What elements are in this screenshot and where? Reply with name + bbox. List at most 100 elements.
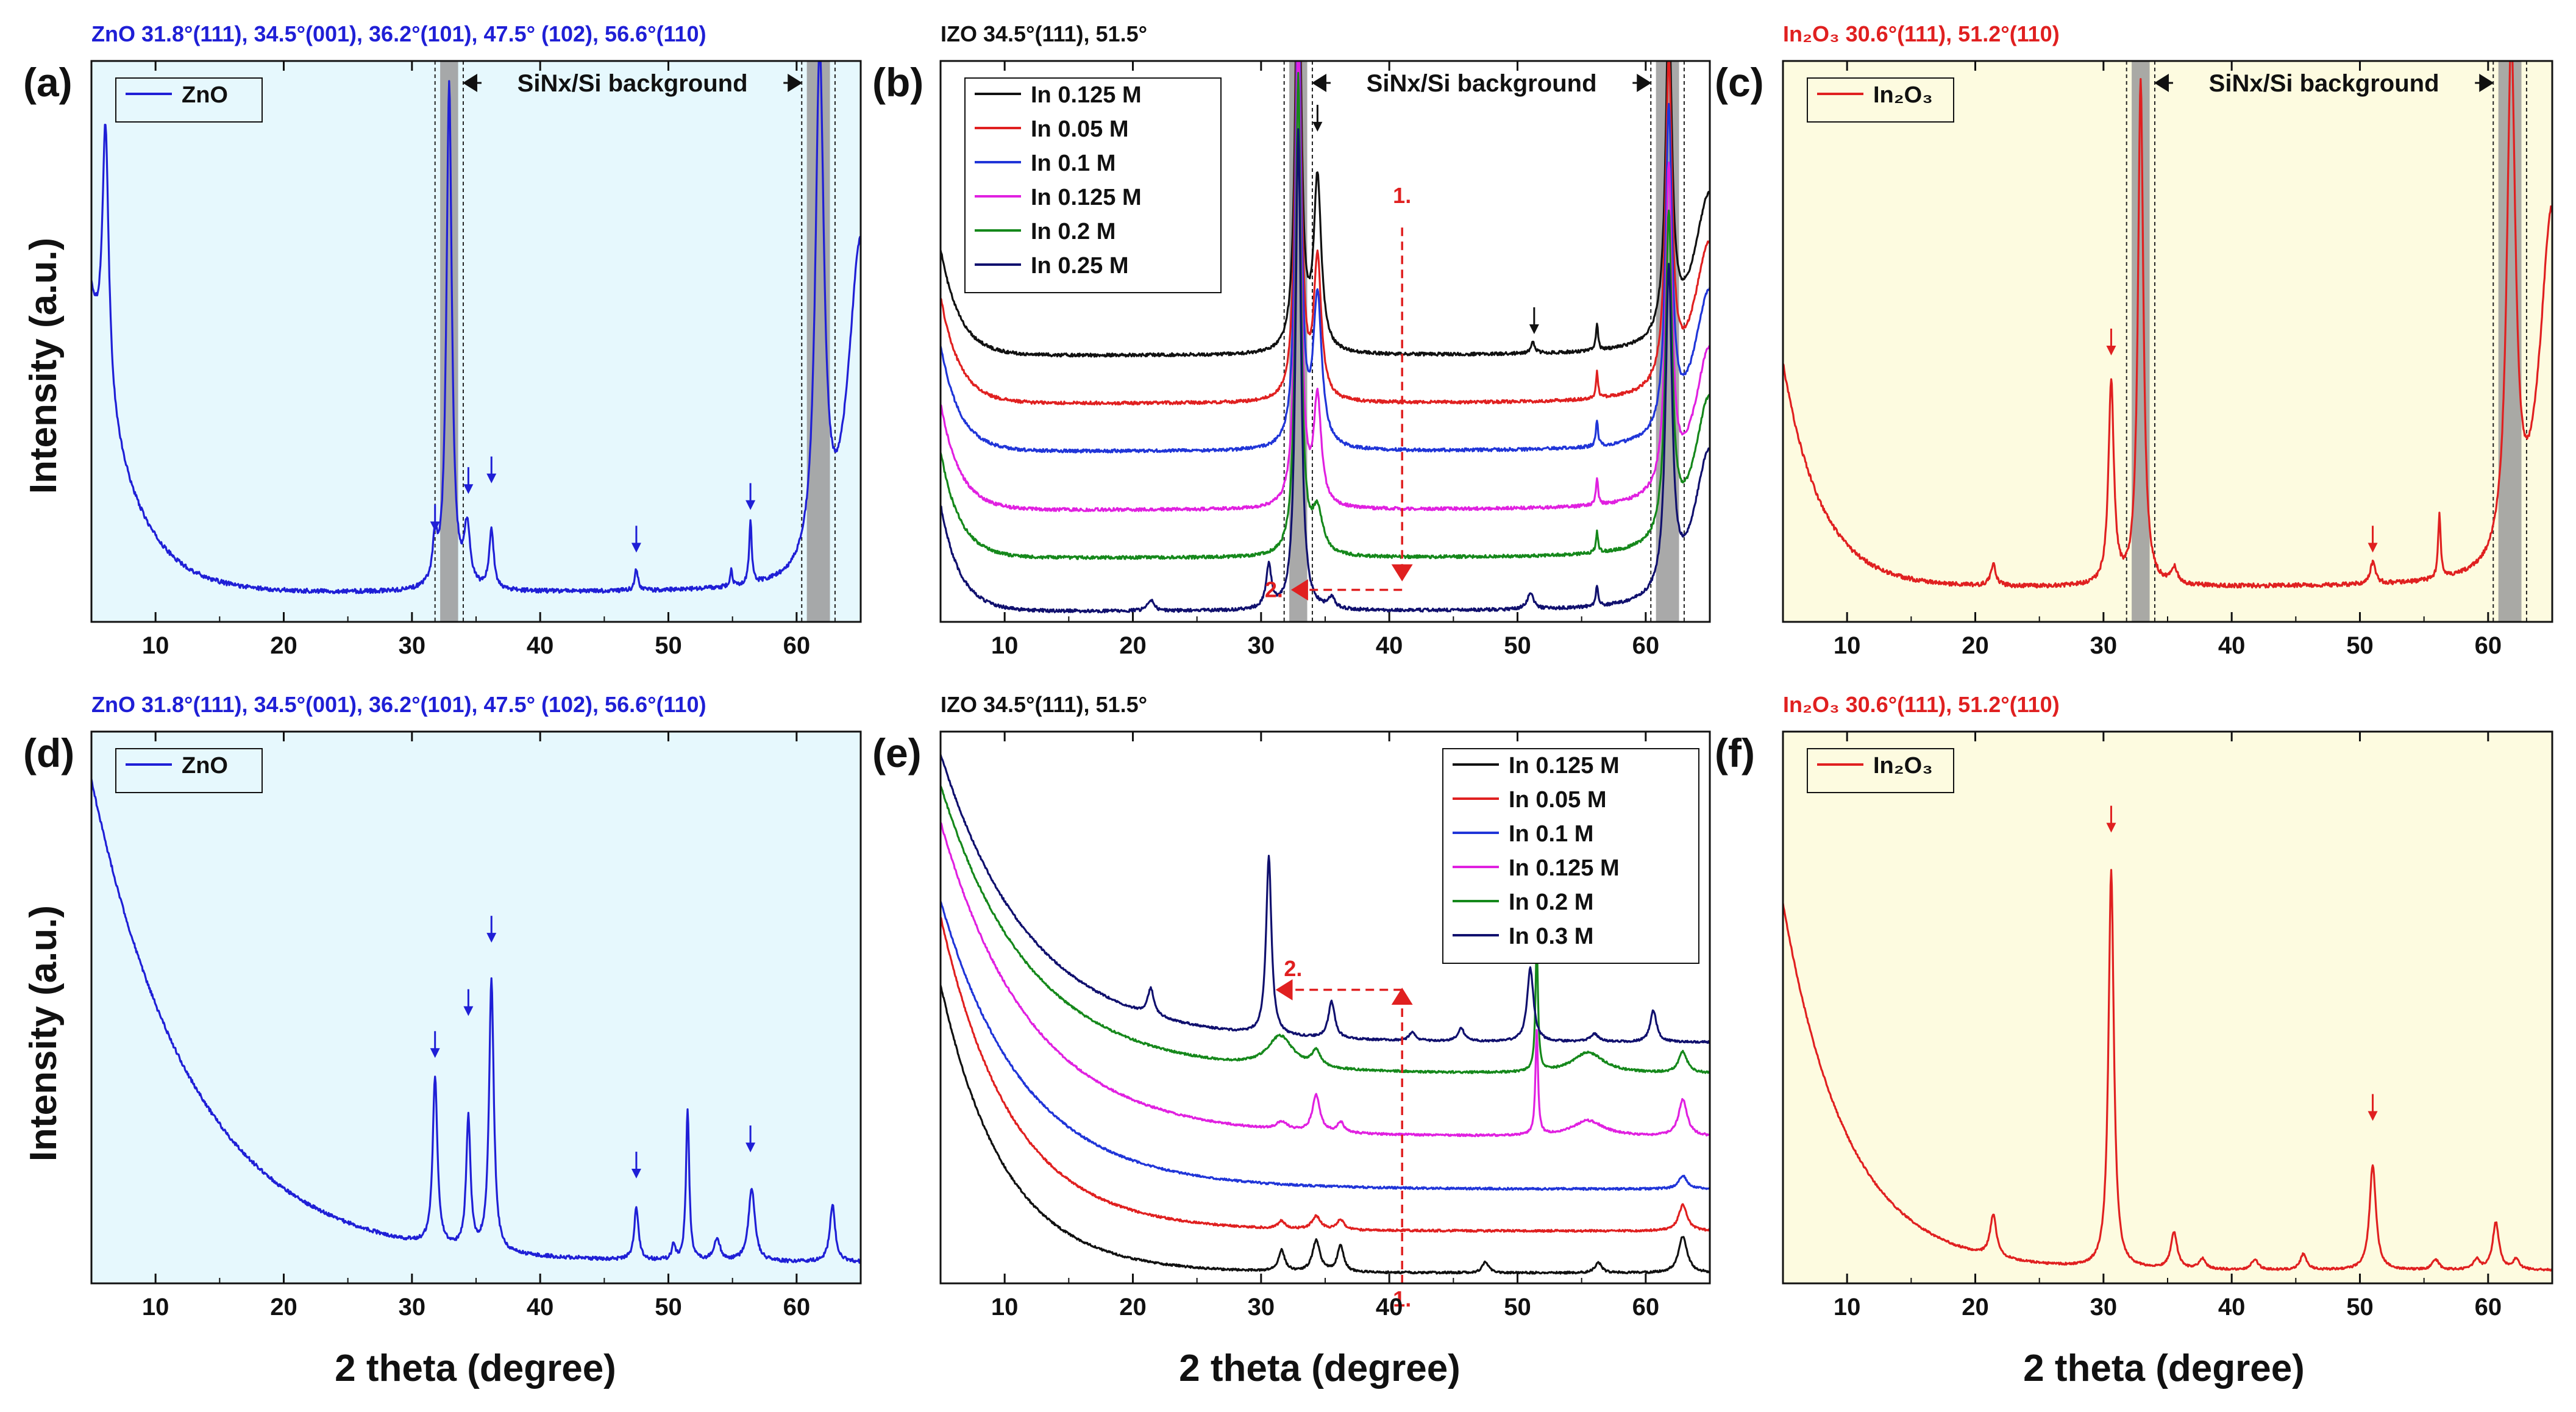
x-tick-label: 60 — [783, 632, 811, 659]
panel-header: ZnO 31.8°(111), 34.5°(001), 36.2°(101), … — [91, 21, 706, 46]
legend: ZnO — [115, 748, 263, 793]
series-line-in-0.125-m — [941, 61, 1710, 358]
panel-c: SiNx/Si background 10 20 30 40 50 60 (c) In₂O₃ 3… — [1715, 21, 2553, 659]
series-line-in-0.2-m — [941, 71, 1710, 560]
x-tick-label: 20 — [1119, 1294, 1147, 1321]
x-tick-label: 50 — [655, 632, 682, 659]
series-line-zno — [91, 61, 861, 594]
annotation-label-1: 1. — [1393, 183, 1411, 208]
panel-header: ZnO 31.8°(111), 34.5°(001), 36.2°(101), … — [91, 692, 706, 717]
x-tick-label: 10 — [991, 1294, 1019, 1321]
x-tick-label: 40 — [1376, 632, 1403, 659]
legend-label: ZnO — [182, 82, 228, 108]
peak-marker — [2106, 805, 2116, 833]
plot-background — [91, 61, 861, 622]
peak-marker — [1529, 307, 1539, 335]
x-tick-label: 30 — [2090, 1294, 2118, 1321]
x-tick-label: 40 — [527, 1294, 554, 1321]
legend-label: In 0.125 M — [1509, 753, 1620, 779]
peak-marker — [430, 504, 440, 532]
x-tick-label: 20 — [270, 1294, 297, 1321]
peak-marker — [2368, 526, 2378, 553]
x-tick-label: 20 — [270, 632, 297, 659]
x-tick-label: 50 — [1504, 1294, 1531, 1321]
x-axis-title-middle: 2 theta (degree) — [1179, 1347, 1461, 1389]
series-line-in-0.25-m — [941, 128, 1710, 614]
x-tick-label: 60 — [1632, 632, 1660, 659]
legend: In 0.125 M In 0.05 M In 0.1 M In 0.125 M In … — [964, 77, 1222, 293]
legend: In₂O₃ — [1807, 77, 1954, 123]
panel-e: 1. 2. 10 20 30 40 50 60 (e) IZO 34.5°(111), 51.5°… — [872, 692, 1711, 1321]
x-tick-label: 50 — [655, 1294, 682, 1321]
series-line-in-0.05-m — [941, 61, 1710, 406]
legend: In 0.125 M In 0.05 M In 0.1 M In 0.125 M In … — [1442, 748, 1699, 964]
x-axis-title-left: 2 theta (degree) — [335, 1347, 616, 1389]
legend-label: In 0.1 M — [1509, 821, 1593, 847]
panel-letter: (b) — [872, 60, 923, 105]
x-tick-label: 10 — [991, 632, 1019, 659]
plot-background — [1783, 61, 2552, 622]
series-line-in-0.125-m — [941, 822, 1710, 1138]
panel-f: 10 20 30 40 50 60 (f) In₂O₃ 30.6°(111), 51.2°(1… — [1715, 692, 2553, 1321]
legend-label: In 0.3 M — [1509, 924, 1593, 949]
annotation-label-1: 1. — [1393, 1286, 1411, 1311]
legend-label: In 0.05 M — [1031, 116, 1129, 142]
peak-marker — [430, 1031, 440, 1058]
series-line-in-0.3-m — [941, 754, 1710, 1044]
legend-label: In 0.2 M — [1031, 219, 1115, 244]
x-tick-label: 30 — [1248, 632, 1275, 659]
substrate-label: SiNx/Si background — [1367, 70, 1597, 97]
x-tick-label: 30 — [2090, 632, 2118, 659]
legend-label: In 0.125 M — [1031, 185, 1142, 210]
x-tick-label: 30 — [1248, 1294, 1275, 1321]
y-axis-title-top: Intensity (a.u.) — [23, 238, 65, 494]
plot-background — [1783, 732, 2552, 1283]
peak-marker — [745, 483, 756, 510]
series-line-zno — [91, 779, 861, 1264]
peak-marker — [486, 456, 497, 483]
x-tick-label: 60 — [1632, 1294, 1660, 1321]
series-line-in-0.125-m — [941, 985, 1710, 1275]
peak-marker — [463, 989, 474, 1016]
panel-header: In₂O₃ 30.6°(111), 51.2°(110) — [1783, 692, 2060, 717]
peak-marker — [2106, 329, 2116, 355]
series-line-in₂o₃ — [1783, 869, 2552, 1272]
x-tick-label: 60 — [2475, 1294, 2502, 1321]
legend-label: In 0.125 M — [1031, 82, 1142, 108]
panel-a: SiNx/Si background 10 20 30 40 50 60 (a) ZnO 31.… — [23, 21, 862, 659]
panel-header: IZO 34.5°(111), 51.5° — [941, 692, 1147, 717]
x-tick-label: 20 — [1962, 1294, 1989, 1321]
legend-label: In₂O₃ — [1873, 82, 1933, 108]
panel-letter: (c) — [1715, 60, 1764, 105]
legend-label: In 0.05 M — [1509, 787, 1607, 813]
legend-label: In 0.1 M — [1031, 151, 1115, 176]
panel-header: IZO 34.5°(111), 51.5° — [941, 21, 1147, 46]
x-tick-label: 40 — [2218, 1294, 2246, 1321]
x-tick-label: 30 — [399, 1294, 426, 1321]
series-line-in₂o₃ — [1783, 61, 2552, 589]
legend: ZnO — [115, 77, 263, 123]
x-tick-label: 20 — [1119, 632, 1147, 659]
x-tick-label: 40 — [527, 632, 554, 659]
x-tick-label: 10 — [142, 1294, 169, 1321]
substrate-region-0 — [2132, 61, 2150, 622]
panel-b: SiNx/Si background 1. 2. 10 20 30 40 50 60 (b) IZO… — [872, 21, 1711, 659]
peak-marker — [486, 916, 497, 943]
peak-marker — [745, 1125, 756, 1153]
x-tick-label: 30 — [399, 632, 426, 659]
x-tick-label: 50 — [2346, 1294, 2374, 1321]
series-line-in-0.125-m — [941, 61, 1710, 513]
legend-label: In 0.125 M — [1509, 855, 1620, 881]
panel-letter: (d) — [23, 730, 74, 776]
x-tick-label: 10 — [1834, 1294, 1861, 1321]
x-tick-label: 50 — [1504, 632, 1531, 659]
x-tick-label: 10 — [1834, 632, 1861, 659]
x-tick-label: 40 — [1376, 1294, 1403, 1321]
y-axis-title-bottom: Intensity (a.u.) — [23, 905, 65, 1161]
legend-label: In 0.2 M — [1509, 890, 1593, 915]
series-line-in-0.2-m — [941, 785, 1710, 1074]
x-axis-title-right: 2 theta (degree) — [2023, 1347, 2305, 1389]
legend: In₂O₃ — [1807, 748, 1954, 793]
substrate-region-0 — [440, 61, 458, 622]
